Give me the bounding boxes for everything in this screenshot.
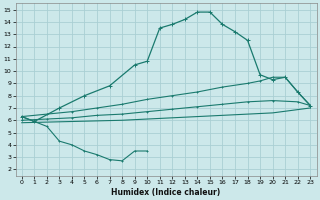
X-axis label: Humidex (Indice chaleur): Humidex (Indice chaleur) bbox=[111, 188, 221, 197]
